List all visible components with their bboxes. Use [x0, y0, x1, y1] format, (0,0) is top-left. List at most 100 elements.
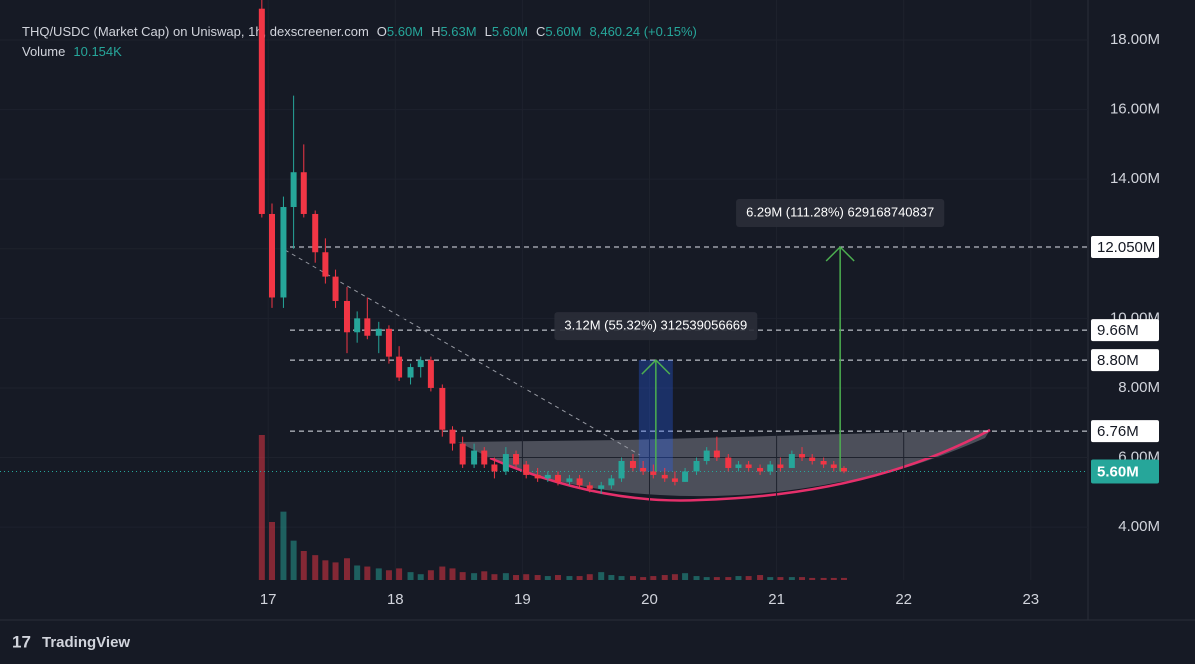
- volume-bar: [788, 577, 795, 580]
- volume-bar: [703, 577, 710, 580]
- candle-body: [671, 478, 678, 482]
- y-tick-label: 16.00M: [1110, 101, 1160, 118]
- candle-body: [586, 485, 593, 489]
- volume-bar: [385, 570, 392, 580]
- x-tick-label: 22: [895, 591, 912, 608]
- candle-body: [713, 450, 720, 458]
- level-label: 6.76M: [1097, 423, 1139, 440]
- volume-bar: [471, 573, 478, 580]
- volume-bar: [534, 575, 541, 580]
- candle-body: [385, 328, 392, 357]
- candle-body: [757, 467, 764, 472]
- volume-bar: [312, 555, 319, 580]
- candle-body: [576, 478, 583, 486]
- candle-body: [799, 454, 806, 458]
- candle-body: [502, 454, 509, 472]
- volume-bar: [407, 572, 414, 580]
- candle-body: [427, 360, 434, 388]
- volume-bar: [396, 568, 403, 580]
- volume-bar: [343, 558, 350, 580]
- volume-label: Volume: [22, 44, 65, 59]
- volume-bar: [576, 576, 583, 580]
- candle-body: [322, 252, 329, 277]
- candle-body: [544, 474, 551, 479]
- ohlc-value: 5.63M: [440, 24, 476, 39]
- candle-body: [554, 474, 561, 482]
- volume-bar: [300, 551, 307, 580]
- candle-body: [459, 443, 466, 465]
- volume-bar: [830, 577, 837, 580]
- candle-body: [661, 474, 668, 479]
- volume-bar: [427, 570, 434, 580]
- volume-bar: [554, 575, 561, 580]
- candle-body: [523, 464, 530, 475]
- volume-bar: [809, 577, 816, 580]
- volume-bar: [322, 560, 329, 580]
- cup-curve: [489, 428, 991, 502]
- volume-bar: [682, 573, 689, 580]
- volume-bar: [258, 435, 265, 580]
- candle-body: [788, 454, 795, 468]
- plot: 4.00M6.00M8.00M10.00M12.00M14.00M16.00M1…: [0, 0, 1160, 608]
- volume-bar: [502, 573, 509, 580]
- volume-bar: [491, 574, 498, 580]
- ohlc-key: C: [536, 24, 545, 39]
- ohlc-key: O: [377, 24, 387, 39]
- volume-bar: [544, 576, 551, 580]
- x-tick-label: 17: [260, 591, 277, 608]
- candle-body: [703, 450, 710, 462]
- current-price-label: 5.60M: [1097, 463, 1139, 480]
- y-tick-label: 8.00M: [1118, 379, 1160, 396]
- volume-bar: [629, 576, 636, 580]
- volume-bar: [290, 540, 297, 580]
- volume-bar: [481, 571, 488, 580]
- volume-bar: [735, 576, 742, 580]
- ohlc-value: 5.60M: [492, 24, 528, 39]
- candle-body: [396, 356, 403, 378]
- level-label: 9.66M: [1097, 322, 1139, 339]
- candle-body: [290, 172, 297, 208]
- volume-bar: [332, 562, 339, 580]
- x-tick-label: 23: [1022, 591, 1039, 608]
- volume-bar: [671, 574, 678, 580]
- volume-bar: [269, 522, 275, 580]
- candle-body: [735, 464, 742, 468]
- candle-body: [682, 471, 689, 482]
- candle-body: [258, 8, 265, 214]
- candle-body: [471, 450, 478, 465]
- candle-body: [269, 213, 275, 298]
- candle-body: [364, 318, 371, 336]
- candle-body: [439, 387, 446, 430]
- candle-body: [618, 461, 625, 479]
- volume-legend: Volume 10.154K: [22, 44, 122, 59]
- candle-body: [777, 464, 784, 468]
- volume-bar: [417, 574, 424, 580]
- candle-body: [745, 464, 752, 468]
- level-box: [1091, 420, 1159, 443]
- volume-bar: [745, 576, 752, 580]
- volume-bar: [566, 576, 573, 580]
- candle-body: [354, 318, 361, 333]
- volume-bar: [513, 575, 520, 580]
- volume-bar: [767, 577, 774, 580]
- volume-bar: [777, 577, 784, 580]
- candle-body: [629, 461, 636, 468]
- candle-body: [491, 464, 498, 472]
- title: THQ/USDC (Market Cap) on Uniswap, 1h, de…: [22, 24, 369, 39]
- candle-body: [725, 457, 732, 468]
- candle-body: [312, 213, 319, 253]
- volume-bar: [459, 572, 466, 580]
- candle-body: [449, 429, 456, 444]
- brand: TradingView: [42, 634, 130, 651]
- volume-bar: [523, 574, 530, 580]
- volume-bar: [640, 577, 647, 580]
- volume-bar: [375, 568, 382, 580]
- measure-label-box: [736, 199, 945, 228]
- measure-label: 3.12M (55.32%) 312539056669: [564, 318, 747, 333]
- volume-bar: [650, 576, 657, 580]
- volume-bar: [618, 576, 625, 580]
- volume-bar: [449, 568, 456, 580]
- ohlc-value: 5.60M: [387, 24, 423, 39]
- candle-body: [693, 461, 700, 472]
- ohlc-value: 5.60M: [545, 24, 581, 39]
